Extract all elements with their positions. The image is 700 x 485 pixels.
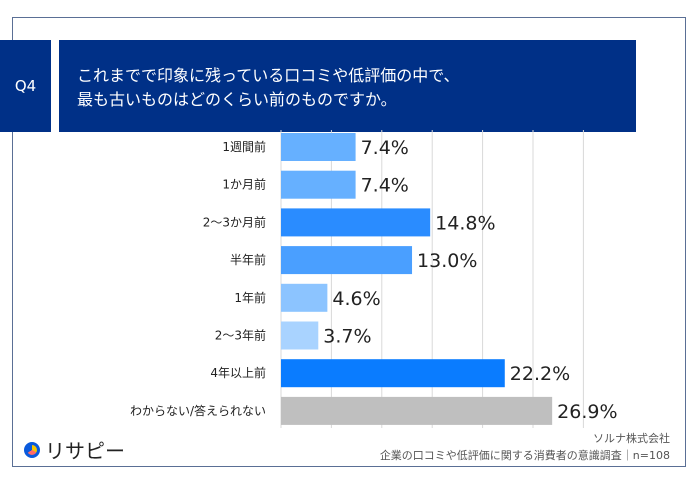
category-label: 1年前 <box>234 290 266 305</box>
value-label: 7.4% <box>361 175 409 197</box>
category-label: 1か月前 <box>222 177 266 192</box>
bar <box>281 170 356 199</box>
logo-text: リサピー <box>45 439 125 463</box>
bar <box>281 396 553 425</box>
category-label: わからない/答えられない <box>130 403 266 418</box>
source-survey: 企業の口コミや低評価に関する消費者の意識調査｜n=108 <box>379 449 670 462</box>
category-label: 半年前 <box>230 252 266 267</box>
source: ソルナ株式会社企業の口コミや低評価に関する消費者の意識調査｜n=108 <box>380 430 670 464</box>
source-company: ソルナ株式会社 <box>593 432 670 445</box>
frame <box>12 17 686 467</box>
bar <box>281 208 431 237</box>
bar <box>281 359 505 388</box>
value-label: 13.0% <box>417 250 477 272</box>
category-label: 2〜3か月前 <box>203 214 266 229</box>
bar <box>281 283 328 312</box>
value-label: 4.6% <box>332 288 380 310</box>
category-label: 1週間前 <box>222 139 266 154</box>
bar <box>281 321 319 350</box>
logo: リサピー <box>24 435 125 464</box>
value-label: 7.4% <box>361 137 409 159</box>
bar <box>281 246 413 275</box>
value-label: 3.7% <box>323 326 371 348</box>
bar <box>281 133 356 161</box>
value-label: 22.2% <box>510 363 570 385</box>
question-number: Q4 <box>0 40 51 132</box>
value-label: 26.9% <box>557 401 617 423</box>
category-label: 4年以上前 <box>210 365 266 380</box>
logo-pin-icon <box>24 441 40 458</box>
question-title: これまでで印象に残っている口コミや低評価の中で、 最も古いものはどのくらい前のも… <box>59 40 636 132</box>
category-label: 2〜3年前 <box>215 328 266 343</box>
value-label: 14.8% <box>435 212 495 234</box>
